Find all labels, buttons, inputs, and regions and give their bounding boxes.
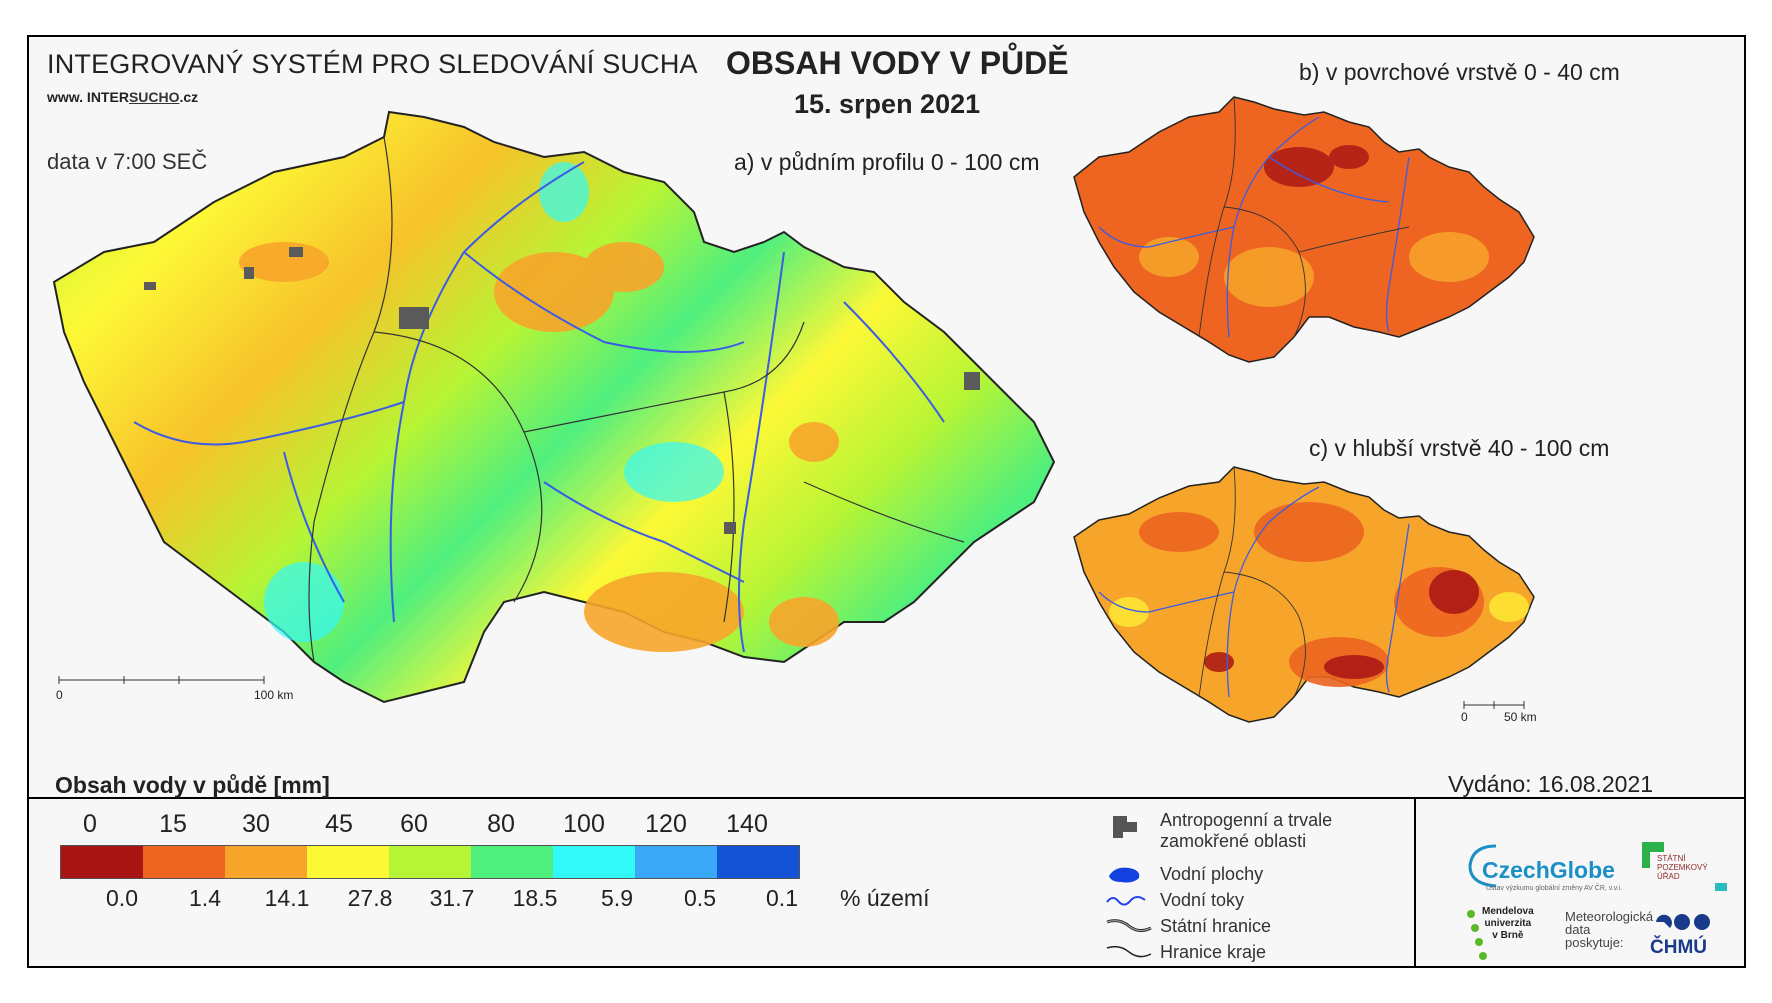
region-borders-b bbox=[1198, 96, 1410, 338]
map-date: 15. srpen 2021 bbox=[794, 89, 981, 119]
mendel-logo: Mendelova univerzita v Brně bbox=[1482, 906, 1534, 942]
website-link[interactable]: www. INTERSUCHO.cz bbox=[47, 89, 198, 105]
czechglobe-subtitle: Ústav výzkumu globální změny AV ČR, v.v.… bbox=[1486, 885, 1623, 892]
legend-tick: 30 bbox=[242, 810, 270, 838]
mendel-line2: univerzita bbox=[1484, 918, 1532, 929]
legend-percent: 0.1 bbox=[766, 885, 798, 911]
anthropogenic-symbol-icon bbox=[1113, 816, 1137, 838]
spu-logo: STÁTNÍ POZEMKOVÝ ÚŘAD bbox=[1657, 854, 1708, 881]
spu-line2: POZEMKOVÝ bbox=[1657, 863, 1708, 872]
main-title: OBSAH VODY V PŮDĚ bbox=[726, 45, 1069, 81]
legend-tick: 100 bbox=[563, 810, 605, 838]
legend-percent-unit: % území bbox=[840, 885, 930, 911]
spu-logo-icon bbox=[1642, 842, 1664, 868]
footer-divider bbox=[1414, 797, 1416, 966]
legend-swatch bbox=[307, 846, 389, 878]
czechglobe-logo-icon bbox=[1468, 844, 1497, 888]
red-patches-c bbox=[1204, 570, 1479, 679]
scale-a-start: 0 bbox=[56, 688, 63, 702]
url-suffix: .cz bbox=[179, 89, 199, 105]
chmu-logo: ČHMÚ bbox=[1650, 937, 1707, 958]
legend-tick: 15 bbox=[159, 810, 187, 838]
legend-tick: 80 bbox=[487, 810, 515, 838]
url-underlined: SUCHO bbox=[128, 89, 180, 105]
legend-tick: 45 bbox=[325, 810, 353, 838]
legend-title: Obsah vody v půdě [mm] bbox=[55, 772, 330, 798]
url-prefix: www. INTER bbox=[47, 89, 129, 105]
yellow-patches-c bbox=[1109, 592, 1529, 627]
map-a-title: a) v půdním profilu 0 - 100 cm bbox=[734, 149, 1040, 175]
blue-wet-areas-a bbox=[264, 162, 724, 642]
legend-rivers: Vodní toky bbox=[1160, 890, 1245, 910]
legend-divider bbox=[29, 797, 1744, 799]
legend-anthropogenic-label: Antropogenní a trvale zamokřené oblasti bbox=[1160, 810, 1333, 851]
legend-tick: 60 bbox=[400, 810, 428, 838]
czech-outline-b bbox=[1073, 96, 1535, 363]
anthropogenic-areas-a bbox=[144, 247, 980, 534]
spu-line1: STÁTNÍ bbox=[1657, 854, 1686, 863]
map-b-title: b) v povrchové vrstvě 0 - 40 cm bbox=[1299, 59, 1620, 85]
legend-percent: 0.5 bbox=[684, 885, 716, 911]
system-title: INTEGROVANÝ SYSTÉM PRO SLEDOVÁNÍ SUCHA bbox=[47, 49, 698, 79]
legend-percent: 5.9 bbox=[601, 885, 633, 911]
meteo-line2: data bbox=[1565, 922, 1591, 937]
legend-swatch bbox=[225, 846, 307, 878]
legend-tick: 120 bbox=[645, 810, 687, 838]
legend-percent: 0.0 bbox=[106, 885, 138, 911]
data-time: data v 7:00 SEČ bbox=[47, 149, 208, 174]
legend-percent: 14.1 bbox=[264, 885, 310, 911]
legend-color-bar bbox=[60, 845, 800, 879]
meteo-line1: Meteorologická bbox=[1565, 909, 1654, 924]
chmu-logo-icon bbox=[1656, 914, 1710, 930]
state-border-icon bbox=[1106, 919, 1152, 933]
scale-c-end: 50 km bbox=[1504, 710, 1537, 724]
legend-swatch bbox=[553, 846, 635, 878]
issued-date: Vydáno: 16.08.2021 bbox=[1448, 771, 1654, 797]
orange-patches-b bbox=[1139, 232, 1489, 307]
legend-swatch bbox=[143, 846, 225, 878]
rivers-b bbox=[1098, 116, 1410, 338]
legend-state-border: Státní hranice bbox=[1160, 916, 1272, 936]
legend-swatch bbox=[61, 846, 143, 878]
legend-percent: 1.4 bbox=[189, 885, 221, 911]
legend-tick: 0 bbox=[83, 810, 97, 838]
region-border-icon bbox=[1106, 945, 1152, 958]
map-a-soil-profile bbox=[52, 110, 1056, 704]
mendel-logo-icon bbox=[1467, 910, 1487, 960]
map-c-deep-layer bbox=[1073, 466, 1535, 723]
legend-swatch bbox=[635, 846, 717, 878]
scale-a-end: 100 km bbox=[254, 688, 294, 702]
czechglobe-logo: CzechGlobe bbox=[1482, 857, 1615, 883]
map-frame: INTEGROVANÝ SYSTÉM PRO SLEDOVÁNÍ SUCHA w… bbox=[27, 35, 1746, 968]
legend-percent: 18.5 bbox=[512, 885, 558, 911]
water-body-icon bbox=[1109, 867, 1140, 883]
region-borders-c bbox=[1198, 466, 1306, 698]
map-b-surface-layer bbox=[1073, 96, 1535, 363]
scale-c-start: 0 bbox=[1461, 710, 1468, 724]
legend-percent: 27.8 bbox=[347, 885, 393, 911]
map-c-title: c) v hlubší vrstvě 40 - 100 cm bbox=[1309, 435, 1610, 461]
region-borders-a bbox=[308, 136, 965, 663]
spu-line3: ÚŘAD bbox=[1657, 872, 1680, 881]
mendel-line1: Mendelova bbox=[1482, 906, 1534, 917]
red-patches-b bbox=[1264, 145, 1369, 187]
legend-swatch bbox=[717, 846, 799, 878]
legend-percent: 31.7 bbox=[429, 885, 475, 911]
mendel-line3: v Brně bbox=[1492, 930, 1524, 941]
legend-region-border: Hranice kraje bbox=[1160, 942, 1267, 962]
meteo-line3: poskytuje: bbox=[1565, 935, 1624, 950]
legend-tick: 140 bbox=[726, 810, 768, 838]
meteo-data-note: Meteorologická data poskytuje: bbox=[1565, 910, 1653, 949]
orange-dry-areas-a bbox=[239, 242, 839, 652]
rivers-c bbox=[1098, 486, 1410, 698]
legend-swatch bbox=[471, 846, 553, 878]
legend-swatch bbox=[389, 846, 471, 878]
spu-accent-icon bbox=[1715, 883, 1727, 891]
legend-water-bodies: Vodní plochy bbox=[1160, 864, 1264, 884]
legend-anthropogenic: Antropogenní a trvale zamokřené oblasti bbox=[1160, 810, 1350, 852]
river-icon bbox=[1106, 896, 1146, 906]
